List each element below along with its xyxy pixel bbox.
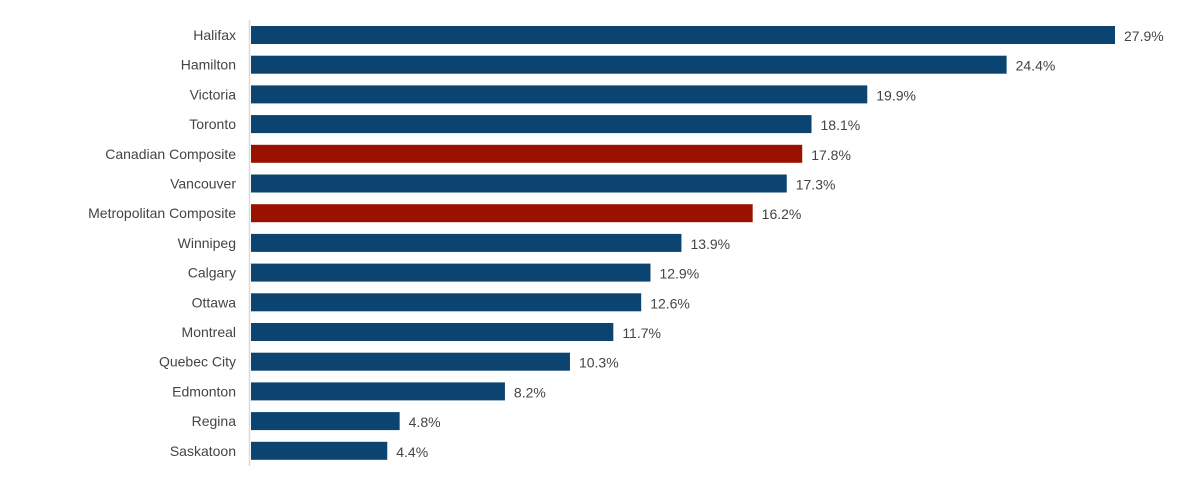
category-label: Victoria (190, 86, 237, 102)
category-label: Regina (192, 413, 237, 429)
category-label: Winnipeg (178, 235, 236, 251)
data-label: 19.9% (876, 87, 916, 103)
bar-regina (251, 412, 400, 431)
category-label: Calgary (188, 265, 236, 281)
data-label: 4.4% (396, 444, 428, 460)
category-label: Quebec City (159, 354, 236, 370)
bar-vancouver (251, 174, 787, 193)
bar-calgary (251, 263, 651, 282)
data-label: 12.6% (650, 295, 690, 311)
bar-edmonton (251, 382, 505, 401)
bar-quebec-city (251, 352, 570, 371)
bars-group: Halifax 27.9% Hamilton 24.4% Victoria 19.9% To… (88, 20, 1164, 466)
data-label: 12.9% (659, 266, 699, 282)
data-label: 27.9% (1124, 28, 1164, 44)
category-label: Vancouver (170, 176, 236, 192)
category-label: Halifax (193, 27, 236, 43)
category-label: Hamilton (181, 57, 236, 73)
bar-canadian-composite (251, 144, 803, 163)
data-label: 16.2% (762, 206, 802, 222)
category-label: Ottawa (192, 294, 237, 310)
data-label: 8.2% (514, 384, 546, 400)
data-label: 10.3% (579, 355, 619, 371)
bar-winnipeg (251, 233, 682, 252)
bar-montreal (251, 323, 614, 341)
category-label: Canadian Composite (105, 146, 236, 162)
data-label: 17.3% (796, 177, 836, 193)
bar-hamilton (251, 55, 1007, 74)
bar-victoria (251, 85, 868, 104)
category-label: Metropolitan Composite (88, 205, 236, 221)
bar-toronto (251, 115, 812, 134)
bar-halifax (251, 26, 1115, 44)
data-label: 17.8% (811, 147, 851, 163)
data-label: 13.9% (690, 236, 730, 252)
bar-saskatoon (251, 441, 388, 460)
category-label: Montreal (182, 324, 236, 340)
category-label: Toronto (189, 116, 236, 132)
bar-ottawa (251, 293, 642, 312)
category-label: Saskatoon (170, 443, 236, 459)
data-label: 18.1% (821, 117, 861, 133)
bar-metropolitan-composite (251, 204, 753, 223)
data-label: 4.8% (409, 414, 441, 430)
data-label: 24.4% (1016, 58, 1056, 74)
data-label: 11.7% (622, 325, 661, 341)
category-label: Edmonton (172, 383, 236, 399)
